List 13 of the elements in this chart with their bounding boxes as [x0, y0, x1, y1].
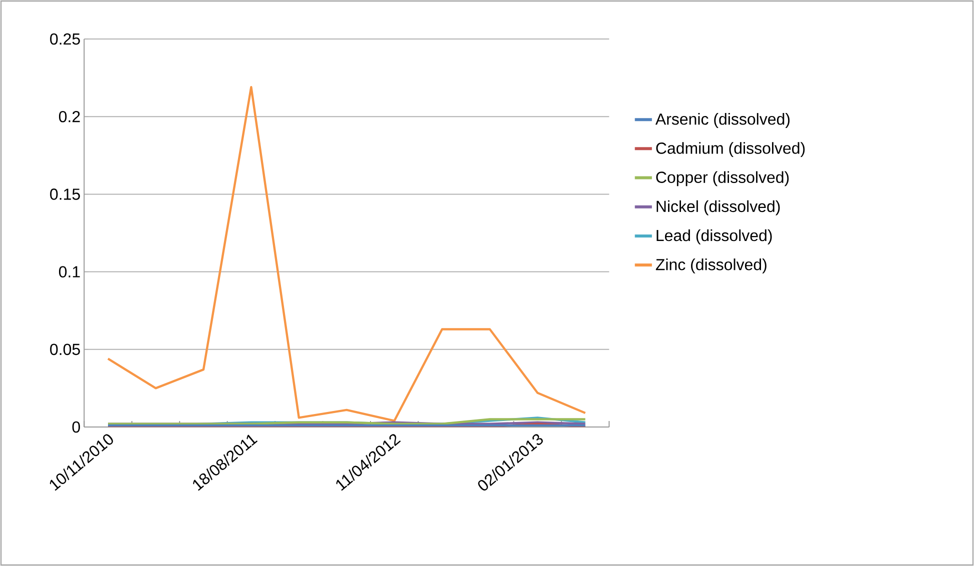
y-tick-label: 0.15: [50, 188, 80, 200]
y-tick-label: 0.2: [58, 110, 80, 122]
legend-label: Nickel (dissolved): [656, 200, 780, 216]
legend-label: Arsenic (dissolved): [655, 113, 790, 128]
legend-label: Copper (dissolved): [656, 171, 789, 186]
y-tick-label: 0.1: [58, 266, 80, 278]
legend-label: Lead (dissolved): [656, 229, 772, 244]
line-series: [106, 86, 586, 422]
y-tick-label: 0: [72, 421, 80, 433]
y-tick-label: 0.05: [50, 344, 80, 356]
legend-label: Cadmium (dissolved): [656, 142, 805, 158]
y-tick-label: 0.25: [50, 33, 80, 45]
legend-label: Zinc (dissolved): [656, 258, 766, 274]
